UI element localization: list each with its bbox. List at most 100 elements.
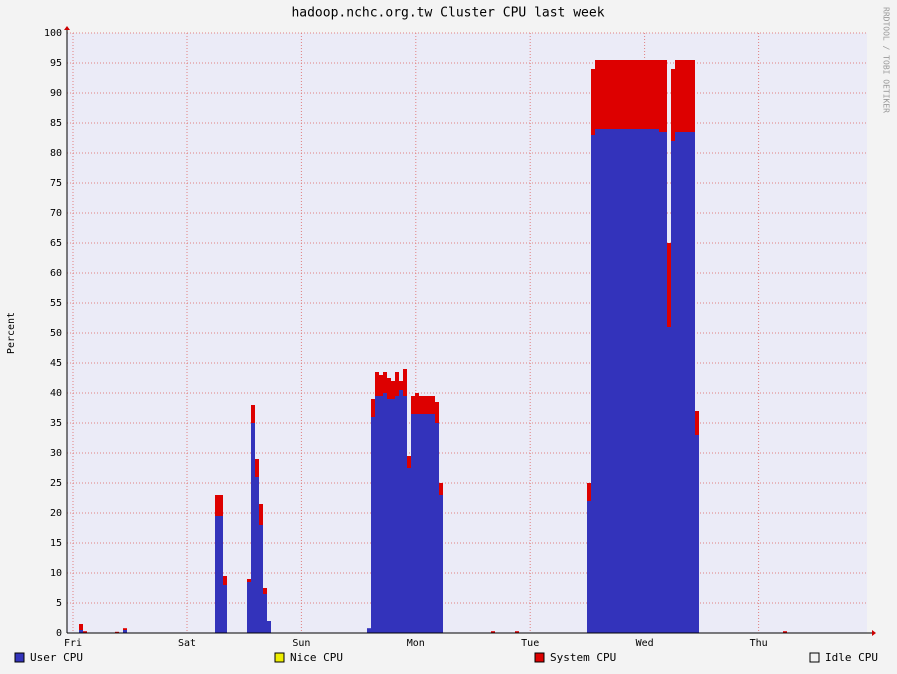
bar-segment: [647, 60, 651, 129]
bar-segment: [403, 396, 407, 633]
bar-segment: [415, 393, 419, 414]
bar-segment: [439, 495, 443, 633]
bar-segment: [387, 378, 391, 399]
bar-segment: [375, 372, 379, 396]
bar-segment: [615, 60, 619, 129]
y-tick-label: 75: [50, 178, 62, 189]
bar-segment: [627, 60, 631, 129]
bar-segment: [431, 396, 435, 414]
bar-segment: [695, 435, 699, 633]
bar-segment: [643, 129, 647, 633]
bar-segment: [635, 60, 639, 129]
bar-segment: [391, 399, 395, 633]
bar-segment: [687, 60, 691, 132]
bar-segment: [679, 60, 683, 132]
y-tick-label: 25: [50, 478, 62, 489]
bar-segment: [219, 495, 223, 516]
bar-segment: [123, 628, 127, 630]
bar-segment: [411, 396, 415, 414]
y-tick-label: 60: [50, 268, 62, 279]
bar-segment: [407, 456, 411, 468]
x-tick-label: Sat: [178, 638, 196, 649]
bar-segment: [683, 132, 687, 633]
y-tick-label: 55: [50, 298, 62, 309]
bar-segment: [247, 579, 251, 582]
chart-title: hadoop.nchc.org.tw Cluster CPU last week: [291, 6, 604, 21]
bar-segment: [639, 60, 643, 129]
bar-segment: [611, 60, 615, 129]
bar-segment: [387, 399, 391, 633]
bar-segment: [423, 396, 427, 414]
bar-segment: [411, 414, 415, 633]
x-tick-label: Mon: [407, 638, 425, 649]
bar-segment: [671, 141, 675, 633]
x-tick-label: Thu: [750, 638, 768, 649]
bar-segment: [615, 129, 619, 633]
bar-segment: [379, 396, 383, 633]
bar-segment: [427, 396, 431, 414]
bar-segment: [655, 129, 659, 633]
bar-segment: [247, 582, 251, 633]
y-tick-label: 0: [56, 628, 62, 639]
y-axis-label: Percent: [6, 312, 17, 354]
bar-segment: [267, 621, 271, 633]
bar-segment: [655, 60, 659, 129]
y-tick-label: 65: [50, 238, 62, 249]
y-tick-label: 85: [50, 118, 62, 129]
y-tick-label: 95: [50, 58, 62, 69]
x-tick-label: Wed: [636, 638, 654, 649]
bar-segment: [619, 129, 623, 633]
bar-segment: [607, 129, 611, 633]
x-tick-label: Tue: [521, 638, 539, 649]
bar-segment: [371, 417, 375, 633]
bar-segment: [491, 631, 495, 633]
bar-segment: [675, 132, 679, 633]
bar-segment: [623, 129, 627, 633]
y-tick-label: 70: [50, 208, 62, 219]
bar-segment: [595, 129, 599, 633]
y-tick-label: 30: [50, 448, 62, 459]
bar-segment: [651, 129, 655, 633]
bar-segment: [215, 495, 219, 516]
bar-segment: [215, 516, 219, 633]
legend-swatch: [534, 652, 545, 663]
bar-segment: [223, 576, 227, 585]
bar-segment: [587, 483, 591, 501]
bar-segment: [659, 60, 663, 132]
bar-segment: [591, 135, 595, 633]
bar-segment: [219, 516, 223, 633]
bar-segment: [679, 132, 683, 633]
bar-segment: [695, 411, 699, 435]
bar-segment: [415, 414, 419, 633]
bar-segment: [423, 414, 427, 633]
bar-segment: [435, 423, 439, 633]
bar-segment: [663, 60, 667, 132]
bar-segment: [115, 631, 119, 633]
bar-segment: [375, 396, 379, 633]
bar-segment: [611, 129, 615, 633]
bar-segment: [623, 60, 627, 129]
bar-segment: [379, 375, 383, 396]
bar-segment: [631, 129, 635, 633]
bar-segment: [431, 414, 435, 633]
bar-segment: [607, 60, 611, 129]
bar-segment: [691, 132, 695, 633]
bar-segment: [367, 628, 371, 633]
y-tick-label: 100: [44, 28, 62, 39]
bar-segment: [635, 129, 639, 633]
bar-segment: [383, 393, 387, 633]
y-tick-label: 50: [50, 328, 62, 339]
bar-segment: [647, 129, 651, 633]
bar-segment: [399, 381, 403, 390]
y-tick-label: 80: [50, 148, 62, 159]
bar-segment: [123, 630, 127, 633]
bar-segment: [663, 132, 667, 633]
bar-segment: [595, 60, 599, 129]
y-tick-label: 35: [50, 418, 62, 429]
bar-segment: [587, 501, 591, 633]
y-arrow: [64, 26, 70, 30]
bar-segment: [419, 396, 423, 414]
y-tick-label: 90: [50, 88, 62, 99]
bar-segment: [263, 594, 267, 633]
